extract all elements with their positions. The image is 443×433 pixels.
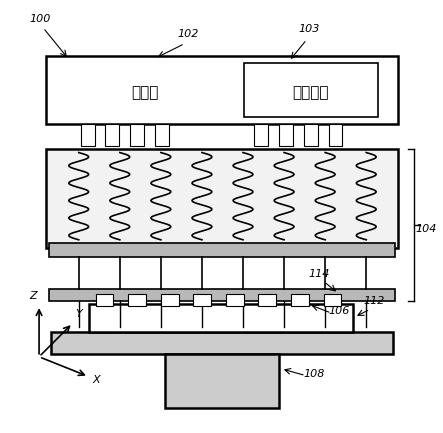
- Text: 控制器: 控制器: [132, 86, 159, 100]
- Bar: [304, 124, 318, 145]
- Bar: [81, 124, 95, 145]
- Bar: [155, 124, 169, 145]
- Bar: [161, 294, 179, 306]
- Text: 112: 112: [363, 296, 385, 306]
- Bar: [279, 124, 293, 145]
- Bar: [105, 124, 119, 145]
- Bar: [46, 56, 398, 124]
- Bar: [128, 294, 146, 306]
- Bar: [258, 294, 276, 306]
- Bar: [329, 124, 342, 145]
- Text: 102: 102: [178, 29, 199, 39]
- Bar: [96, 294, 113, 306]
- Text: X: X: [93, 375, 101, 385]
- Bar: [49, 243, 395, 257]
- Text: 108: 108: [304, 368, 325, 378]
- Bar: [323, 294, 342, 306]
- Text: Z: Z: [29, 291, 37, 301]
- Bar: [193, 294, 211, 306]
- Bar: [226, 294, 244, 306]
- Text: 114: 114: [309, 269, 330, 279]
- Text: 106: 106: [329, 306, 350, 316]
- Text: Y: Y: [75, 309, 82, 319]
- Bar: [244, 63, 378, 117]
- Bar: [254, 124, 268, 145]
- Text: 应用程序: 应用程序: [292, 86, 329, 100]
- Bar: [46, 149, 398, 248]
- Bar: [165, 354, 279, 408]
- Bar: [130, 124, 144, 145]
- Bar: [51, 332, 393, 354]
- Bar: [49, 289, 395, 301]
- Bar: [89, 304, 354, 332]
- Text: 100: 100: [29, 14, 51, 24]
- Bar: [291, 294, 309, 306]
- Text: 104: 104: [416, 224, 437, 234]
- Text: 103: 103: [299, 23, 320, 34]
